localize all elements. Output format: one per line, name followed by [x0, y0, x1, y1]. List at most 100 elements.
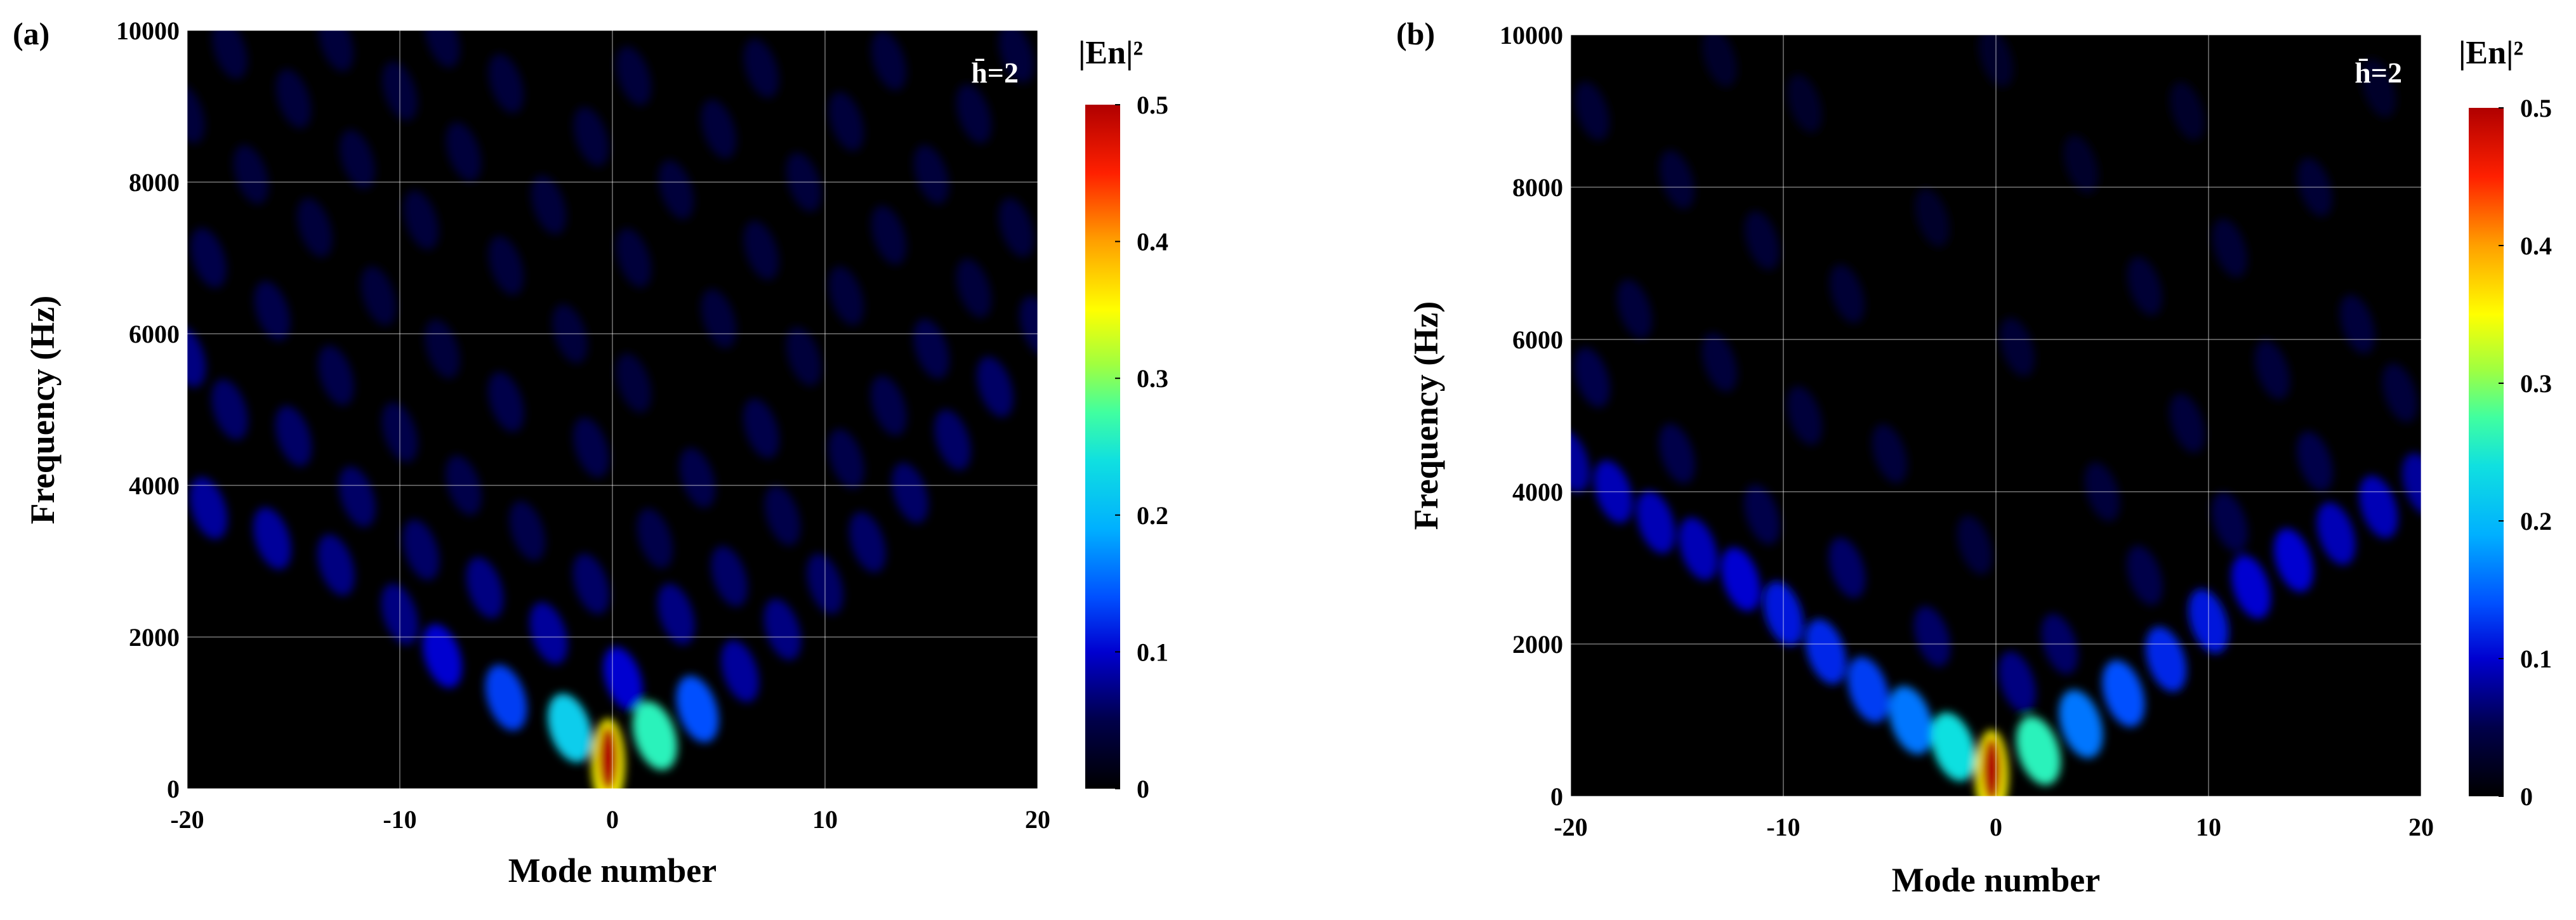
heatmap-blob: [786, 152, 822, 212]
x-tick-label: 0: [1990, 813, 2002, 841]
heatmap-blob: [743, 220, 779, 280]
heatmap-blob: [190, 228, 227, 288]
plot-background-b: [1571, 35, 2421, 796]
heatmap-blob: [573, 417, 609, 478]
heatmap-blob: [1575, 81, 1609, 141]
heatmap-blob: [616, 228, 652, 288]
grid-b: [1570, 34, 2422, 797]
heatmap-blob: [632, 701, 678, 770]
heatmap-blob: [763, 598, 802, 660]
heatmap-blob: [402, 519, 440, 581]
heatmap-blob: [297, 198, 333, 258]
colorbar-tick-label: 0.3: [1137, 364, 1168, 393]
heatmap-blob: [531, 175, 567, 235]
y-axis-label-a: Frequency (Hz): [23, 296, 62, 524]
heatmap-blob: [340, 129, 375, 189]
heatmap-blob: [2170, 81, 2205, 141]
colorbar-tick-label: 0: [2520, 782, 2533, 811]
colorbar-ticks-b: 0 0.1 0.2 0.3 0.4 0.5: [2499, 94, 2552, 811]
colorbar-a: |En|² 0 0.1 0.2 0.3 0.4 0.5: [1078, 35, 1168, 803]
x-tick-label: -20: [1554, 813, 1587, 841]
heatmap-blob: [2212, 492, 2248, 553]
heatmap-blob: [871, 206, 907, 265]
heatmap-blob: [786, 327, 822, 386]
heatmap-blob: [998, 30, 1034, 83]
heatmap-blob: [1721, 547, 1761, 612]
heatmap-blob: [1872, 424, 1908, 483]
heatmap-blob: [1805, 619, 1847, 685]
panel-label-b: (b): [1396, 16, 1435, 51]
heatmap-blob: [658, 160, 694, 220]
heatmap-blob: [552, 304, 588, 364]
heatmap-blob: [2273, 528, 2314, 593]
heatmap-blob: [956, 84, 992, 144]
heatmap-blob: [254, 280, 291, 341]
heatmap-blob: [1701, 332, 1738, 392]
heatmap-blob: [381, 402, 418, 463]
heatmap-blob: [1659, 423, 1695, 484]
heatmap-blob: [253, 507, 291, 570]
heatmap-blob: [913, 319, 949, 379]
heatmap-blob: [701, 99, 737, 159]
heatmap-blob: [1981, 737, 2002, 796]
y-tick-label: 10000: [1500, 21, 1563, 49]
heatmap-blob: [2361, 58, 2396, 118]
heatmap-blob: [2212, 218, 2247, 278]
heatmap-blob: [603, 647, 643, 711]
heatmap-blob: [425, 319, 460, 379]
heatmap-blob: [1787, 386, 1823, 445]
heatmap-blob: [2188, 589, 2229, 654]
heatmap-blobs-b: [1571, 35, 2421, 796]
heatmap-blob: [2063, 135, 2099, 194]
heatmap-blob: [871, 376, 907, 436]
heatmap-blob: [1763, 581, 1804, 646]
heatmap-blob: [1978, 35, 2014, 88]
heatmap-blob: [2339, 294, 2375, 354]
heatmap-blob: [446, 455, 482, 516]
heatmap-blob: [2402, 452, 2421, 516]
x-tick-label: 20: [1025, 805, 1050, 834]
heatmap-blob: [977, 356, 1014, 417]
heatmap-blob: [1847, 657, 1889, 723]
x-tick-label: -20: [170, 805, 204, 834]
colorbar-tick-label: 0.4: [1137, 228, 1168, 256]
heatmap-blob: [572, 553, 610, 615]
heatmap-blob: [382, 61, 418, 121]
heatmap-blob: [275, 405, 312, 467]
colorbar-gradient-a: [1085, 105, 1120, 789]
heatmap-blob: [934, 409, 971, 471]
panel-b: (b) -20 -10 0 10 20 0 2000 4000 6000 8000 10000 h…: [1396, 16, 2552, 899]
heatmap-blob: [637, 508, 673, 568]
heatmap-blob: [743, 398, 779, 459]
heatmap-blob: [2059, 690, 2103, 758]
colorbar-tick-label: 0.1: [1137, 638, 1168, 666]
colorbar-ticks-a: 0 0.1 0.2 0.3 0.4 0.5: [1115, 91, 1168, 803]
annotation-b: h̄=2: [2355, 56, 2402, 89]
heatmap-blob: [2169, 393, 2205, 453]
heatmap-blob: [679, 447, 716, 508]
heatmap-blob: [2316, 502, 2356, 565]
heatmap-blob: [2297, 157, 2332, 217]
heatmap-blob: [360, 266, 397, 325]
x-tick-label: 10: [2196, 813, 2221, 841]
heatmap-blob: [547, 693, 593, 763]
heatmap-blob: [2102, 660, 2145, 727]
heatmap-blob: [616, 46, 652, 106]
panel-a: (a) -20 -10 0 10 20 0 2000 4000 6000 8000 10000 h…: [13, 16, 1168, 890]
colorbar-tick-label: 0.3: [2520, 369, 2552, 398]
heatmap-blob: [2084, 462, 2120, 522]
heatmap-blob: [317, 534, 355, 596]
heatmap-blob: [488, 235, 524, 296]
heatmap-blob: [1828, 537, 1866, 598]
heatmap-blob: [2231, 555, 2271, 619]
y-axis-label-b: Frequency (Hz): [1407, 301, 1445, 530]
heatmap-blob: [1745, 211, 1780, 270]
heatmap-blob: [318, 345, 354, 405]
grid-a: [187, 30, 1038, 789]
heatmap-blob: [275, 69, 312, 129]
y-tick-label: 6000: [1512, 325, 1563, 354]
x-tick-label: 20: [2408, 813, 2434, 841]
y-tick-label: 8000: [1512, 173, 1563, 202]
heatmap-blob: [189, 476, 228, 539]
heatmap-blob: [1660, 150, 1694, 209]
